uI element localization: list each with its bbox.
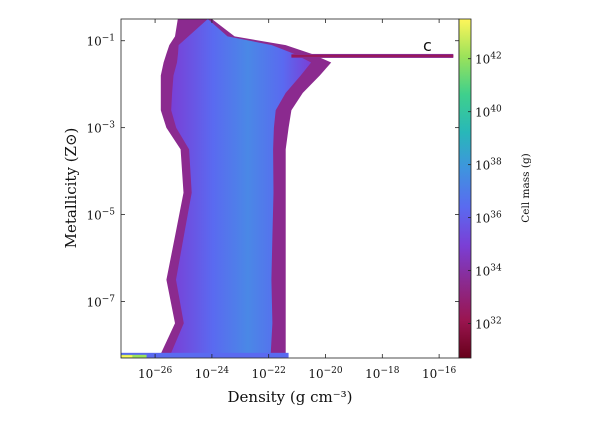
colorbar-tick-label: 1040 [475, 105, 502, 120]
x-tick-label: 10−26 [138, 366, 173, 381]
x-tick-label: 10−24 [195, 366, 230, 381]
colorbar-ticks: 1032 1034 1036 1038 1040 1042 [468, 52, 502, 332]
colorbar-tick-label: 1034 [475, 264, 502, 279]
distribution-core [170, 19, 312, 354]
x-tick-label: 10−22 [252, 366, 286, 381]
colorbar-tick-label: 1038 [475, 158, 502, 173]
colorbar-frame [458, 18, 472, 359]
y-tick-label: 10−1 [86, 34, 115, 49]
floor-band-hot [121, 354, 147, 358]
y-tick-label: 10−3 [86, 121, 115, 136]
x-tick-label: 10−20 [308, 366, 343, 381]
colorbar-tick-label: 1032 [475, 317, 502, 332]
x-tick-label: 10−18 [365, 366, 400, 381]
floor-band-peak [121, 355, 133, 358]
heatmap-layer [121, 19, 454, 358]
colorbar-gradient [459, 19, 471, 358]
y-axis-label: Metallicity (Z⊙) [62, 128, 80, 249]
colorbar-tick-label: 1036 [475, 211, 502, 226]
floor-band [121, 352, 289, 358]
x-axis-label: Density (g cm⁻³) [228, 388, 353, 406]
y-tick-label: 10−5 [86, 208, 115, 223]
x-tick-label: 10−16 [422, 366, 457, 381]
ridge-streak-core [291, 55, 454, 57]
plot-area: 10−26 10−24 10−22 10−20 10−18 10−16 10−1 10−3 1… [86, 18, 460, 381]
y-tick-label: 10−7 [86, 295, 115, 310]
colorbar-label: Cell mass (g) [520, 153, 532, 223]
colorbar: 1032 1034 1036 1038 1040 1042 Cell mass (g) [458, 18, 532, 359]
colorbar-tick-label: 1042 [475, 52, 502, 67]
panel-label: c [423, 36, 432, 55]
